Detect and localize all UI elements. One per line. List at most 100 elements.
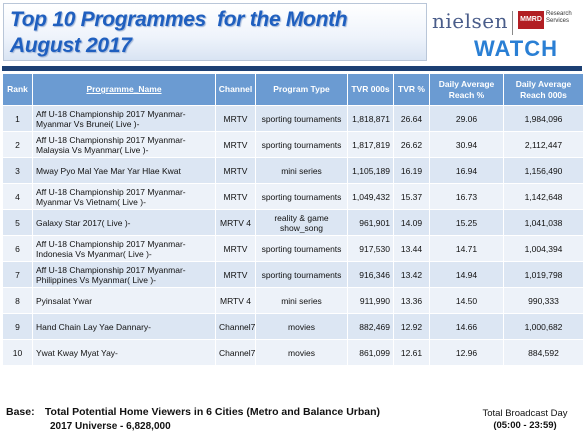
cell-tvr-000s: 917,530: [347, 235, 394, 262]
cell-tvr-pct: 12.61: [393, 339, 430, 366]
header-rank: Rank: [2, 73, 33, 106]
cell-reach-000s: 1,000,682: [503, 313, 584, 340]
cell-channel: MRTV 4: [215, 209, 256, 236]
cell-program-type: mini series: [255, 157, 348, 184]
cell-channel: MRTV: [215, 183, 256, 210]
cell-tvr-pct: 16.19: [393, 157, 430, 184]
table-row: 8 Pyinsalat Ywar MRTV 4 mini series 911,…: [2, 287, 584, 314]
header-programme: Programme_Name: [32, 73, 216, 106]
cell-reach-000s: 1,041,038: [503, 209, 584, 236]
cell-reach-000s: 884,592: [503, 339, 584, 366]
cell-program-type: sporting tournaments: [255, 235, 348, 262]
cell-tvr-000s: 916,346: [347, 261, 394, 288]
cell-channel: MRTV: [215, 261, 256, 288]
cell-rank: 7: [2, 261, 33, 288]
cell-program-type: movies: [255, 313, 348, 340]
cell-channel: MRTV: [215, 131, 256, 158]
cell-tvr-pct: 26.64: [393, 105, 430, 132]
header-tvr-000s: TVR 000s: [347, 73, 394, 106]
header-reach-pct: Daily Average Reach %: [429, 73, 504, 106]
ratings-table: Rank Programme_Name Channel Program Type…: [2, 73, 584, 366]
cell-tvr-000s: 861,099: [347, 339, 394, 366]
cell-channel: MRTV: [215, 235, 256, 262]
cell-program-type: reality & game show_song: [255, 209, 348, 236]
title-box: Top 10 Programmes for the Month August 2…: [3, 3, 427, 61]
cell-tvr-pct: 26.62: [393, 131, 430, 158]
cell-reach-pct: 16.73: [429, 183, 504, 210]
header-reach-000s: Daily Average Reach 000s: [503, 73, 584, 106]
cell-reach-pct: 14.66: [429, 313, 504, 340]
base-text: Total Potential Home Viewers in 6 Cities…: [44, 406, 381, 418]
cell-tvr-000s: 882,469: [347, 313, 394, 340]
cell-reach-pct: 14.94: [429, 261, 504, 288]
cell-tvr-pct: 12.92: [393, 313, 430, 340]
cell-channel: MRTV 4: [215, 287, 256, 314]
cell-programme: Aff U-18 Championship 2017 Myanmar-Indon…: [32, 235, 216, 262]
cell-program-type: sporting tournaments: [255, 105, 348, 132]
base-label: Base:: [6, 406, 35, 418]
table-row: 7 Aff U-18 Championship 2017 Myanmar-Phi…: [2, 261, 584, 288]
logo-separator: [512, 11, 513, 35]
cell-programme: Ywat Kway Myat Yay-: [32, 339, 216, 366]
cell-reach-000s: 1,004,394: [503, 235, 584, 262]
cell-reach-000s: 1,142,648: [503, 183, 584, 210]
cell-programme: Aff U-18 Championship 2017 Myanmar-Myanm…: [32, 105, 216, 132]
table-row: 2 Aff U-18 Championship 2017 Myanmar-Mal…: [2, 131, 584, 158]
cell-tvr-pct: 13.42: [393, 261, 430, 288]
broadcast-day-label: Total Broadcast Day: [482, 408, 568, 419]
table-row: 9 Hand Chain Lay Yae Dannary- Channel7 m…: [2, 313, 584, 340]
cell-reach-000s: 990,333: [503, 287, 584, 314]
cell-program-type: movies: [255, 339, 348, 366]
table-row: 5 Galaxy Star 2017( Live )- MRTV 4 reali…: [2, 209, 584, 236]
cell-reach-pct: 29.06: [429, 105, 504, 132]
cell-tvr-pct: 15.37: [393, 183, 430, 210]
cell-channel: MRTV: [215, 105, 256, 132]
cell-reach-000s: 1,019,798: [503, 261, 584, 288]
table-row: 10 Ywat Kway Myat Yay- Channel7 movies 8…: [2, 339, 584, 366]
cell-rank: 10: [2, 339, 33, 366]
logo-area: nielsen MMRD Research Services WATCH: [430, 3, 583, 61]
table-row: 3 Mway Pyo Mal Yae Mar Yar Hlae Kwat MRT…: [2, 157, 584, 184]
cell-tvr-000s: 961,901: [347, 209, 394, 236]
cell-reach-000s: 1,156,490: [503, 157, 584, 184]
cell-rank: 2: [2, 131, 33, 158]
research-services-label: Research Services: [546, 11, 572, 24]
broadcast-day-note: Total Broadcast Day (05:00 - 23:59): [468, 408, 582, 432]
cell-channel: Channel7: [215, 339, 256, 366]
cell-reach-000s: 2,112,447: [503, 131, 584, 158]
cell-reach-pct: 14.50: [429, 287, 504, 314]
cell-tvr-000s: 1,049,432: [347, 183, 394, 210]
cell-reach-pct: 12.96: [429, 339, 504, 366]
header-tvr-pct: TVR %: [393, 73, 430, 106]
cell-rank: 8: [2, 287, 33, 314]
header-divider: [2, 66, 582, 71]
watch-logo: WATCH: [474, 36, 559, 61]
cell-programme: Aff U-18 Championship 2017 Myanmar-Phili…: [32, 261, 216, 288]
cell-rank: 4: [2, 183, 33, 210]
cell-reach-pct: 16.94: [429, 157, 504, 184]
cell-programme: Mway Pyo Mal Yae Mar Yar Hlae Kwat: [32, 157, 216, 184]
cell-tvr-000s: 911,990: [347, 287, 394, 314]
cell-rank: 1: [2, 105, 33, 132]
cell-programme: Aff U-18 Championship 2017 Myanmar-Myanm…: [32, 183, 216, 210]
mmrd-logo: MMRD: [518, 11, 544, 29]
table-row: 1 Aff U-18 Championship 2017 Myanmar-Mya…: [2, 105, 584, 132]
cell-tvr-pct: 13.36: [393, 287, 430, 314]
page-subtitle-month: August 2017: [10, 34, 132, 57]
cell-tvr-000s: 1,818,871: [347, 105, 394, 132]
cell-programme: Pyinsalat Ywar: [32, 287, 216, 314]
cell-reach-pct: 15.25: [429, 209, 504, 236]
cell-programme: Galaxy Star 2017( Live )-: [32, 209, 216, 236]
table-header-row: Rank Programme_Name Channel Program Type…: [2, 73, 584, 106]
cell-reach-pct: 14.71: [429, 235, 504, 262]
cell-program-type: sporting tournaments: [255, 131, 348, 158]
table-row: 4 Aff U-18 Championship 2017 Myanmar-Mya…: [2, 183, 584, 210]
cell-rank: 3: [2, 157, 33, 184]
header-program-type: Program Type: [255, 73, 348, 106]
footer-base: Base: Total Potential Home Viewers in 6 …: [6, 406, 380, 418]
cell-tvr-pct: 13.44: [393, 235, 430, 262]
cell-programme: Hand Chain Lay Yae Dannary-: [32, 313, 216, 340]
broadcast-day-hours: (05:00 - 23:59): [493, 420, 557, 431]
cell-rank: 6: [2, 235, 33, 262]
table-row: 6 Aff U-18 Championship 2017 Myanmar-Ind…: [2, 235, 584, 262]
